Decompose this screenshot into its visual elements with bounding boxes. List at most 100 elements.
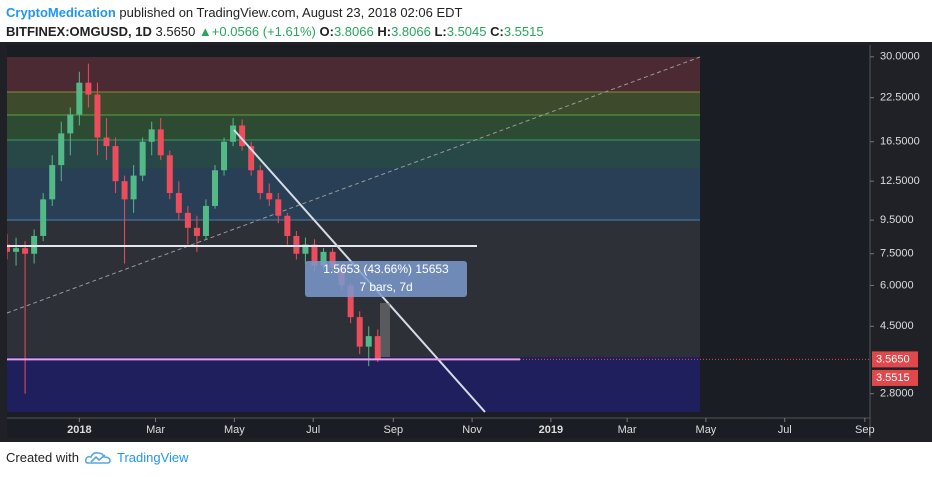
measure-range	[380, 303, 390, 357]
zone	[7, 140, 700, 168]
candle-body	[266, 193, 273, 200]
price-label: 3.5650	[876, 353, 910, 365]
y-tick-label: 16.5000	[880, 136, 920, 148]
x-tick-label: 2018	[67, 424, 91, 436]
candle-body	[40, 199, 47, 236]
candle-body	[184, 212, 191, 228]
candle-body	[202, 205, 209, 236]
candle-body	[257, 170, 264, 194]
candle-body	[175, 193, 182, 213]
candle-body	[67, 114, 74, 134]
candle-body	[112, 146, 119, 182]
fib-zones	[7, 57, 700, 412]
ohlc-label: H:	[377, 24, 392, 39]
price-label-box	[872, 369, 918, 386]
x-tick-label: Mar	[146, 424, 165, 436]
price-label-box	[872, 351, 918, 368]
candle-body	[311, 244, 318, 266]
candle-body	[239, 125, 246, 147]
ohlc: O:3.8066 H:3.8066 L:3.5045 C:3.5515	[320, 24, 544, 39]
symbol-line: BITFINEX:OMGUSD, 1D 3.5650 ▲+0.0566 (+1.…	[6, 22, 544, 41]
y-tick-label: 7.5000	[880, 248, 914, 260]
y-tick-label: 30.0000	[880, 51, 920, 63]
candle-body	[320, 251, 327, 266]
x-tick-label: Jul	[306, 424, 320, 436]
ohlc-label: C:	[490, 24, 504, 39]
logo	[84, 451, 111, 464]
zone	[7, 115, 700, 140]
x-tick-label: May	[696, 424, 717, 436]
zone	[7, 92, 700, 115]
x-tick-label: Mar	[618, 424, 637, 436]
candle-body	[22, 248, 29, 254]
candle-body	[58, 133, 65, 166]
y-tick-label: 22.5000	[880, 92, 920, 104]
candle-body	[85, 82, 92, 95]
zone	[7, 168, 700, 220]
header: CryptoMedication published on TradingVie…	[6, 3, 544, 41]
candle-body	[49, 165, 56, 200]
candle-body	[13, 248, 20, 252]
candle-body	[103, 137, 110, 147]
y-tick-label: 4.5000	[880, 320, 914, 332]
candle-body	[7, 244, 10, 252]
footer: Created with TradingView	[6, 450, 189, 465]
x-tick-label: Sep	[383, 424, 403, 436]
candle-body	[121, 181, 128, 200]
candle-body	[329, 251, 336, 268]
candle-body	[76, 82, 83, 115]
ohlc-label: O:	[319, 24, 334, 39]
candle-body	[356, 317, 363, 347]
zone	[7, 57, 700, 92]
x-tick-label: 2019	[539, 424, 563, 436]
symbol: BITFINEX:OMGUSD, 1D	[6, 24, 152, 39]
measure-text: 7 bars, 7d	[359, 280, 412, 294]
x-tick-label: Sep	[855, 424, 875, 436]
y-tick-label: 6.0000	[880, 279, 914, 291]
candle-body	[230, 125, 237, 142]
measure-text: 1.5653 (43.66%) 15653	[323, 262, 449, 276]
chart: 1.5653 (43.66%) 15653 7 bars, 7d 30.0000…	[0, 42, 932, 442]
candles	[7, 63, 381, 394]
y-tick-label: 9.5000	[880, 214, 914, 226]
change: +0.0566 (+1.61%)	[211, 24, 316, 39]
price-label: 3.5515	[876, 372, 910, 384]
y-tick-label: 2.8000	[880, 388, 914, 400]
candle-body	[284, 215, 291, 236]
candle-body	[139, 141, 146, 176]
candle-body	[166, 155, 173, 194]
candle-body	[365, 336, 372, 347]
author: CryptoMedication	[6, 5, 116, 20]
ohlc-value: 3.8066	[391, 24, 431, 39]
created: Created with	[6, 450, 79, 465]
candle-body	[374, 336, 381, 360]
candle-body	[130, 175, 137, 200]
measure-box	[305, 261, 467, 297]
publish-line: CryptoMedication published on TradingVie…	[6, 3, 544, 22]
x-tick-label: May	[224, 424, 245, 436]
ohlc-value: 3.5045	[446, 24, 487, 39]
brand: TradingView	[116, 450, 189, 465]
candle-body	[211, 170, 218, 206]
ohlc-value: 3.5515	[503, 24, 544, 39]
ohlc-value: 3.8066	[333, 24, 374, 39]
candle-body	[302, 244, 309, 254]
candle-body	[148, 129, 155, 142]
candle-body	[221, 141, 228, 171]
candle-body	[293, 235, 300, 254]
x-tick-label: Nov	[462, 424, 482, 436]
y-tick-label: 12.5000	[880, 175, 920, 187]
candle-body	[275, 199, 282, 216]
zone	[7, 357, 700, 412]
candle-body	[347, 285, 354, 318]
x-tick-label: Jul	[778, 424, 792, 436]
published: published on TradingView.com, August 23,…	[119, 5, 463, 20]
candle-body	[193, 227, 200, 236]
candle-body	[248, 146, 255, 171]
candle-body	[31, 235, 38, 254]
candle-body	[157, 129, 164, 156]
ohlc-label: L:	[434, 24, 447, 39]
change-arrow: ▲	[198, 24, 212, 39]
candle-body	[94, 94, 101, 138]
